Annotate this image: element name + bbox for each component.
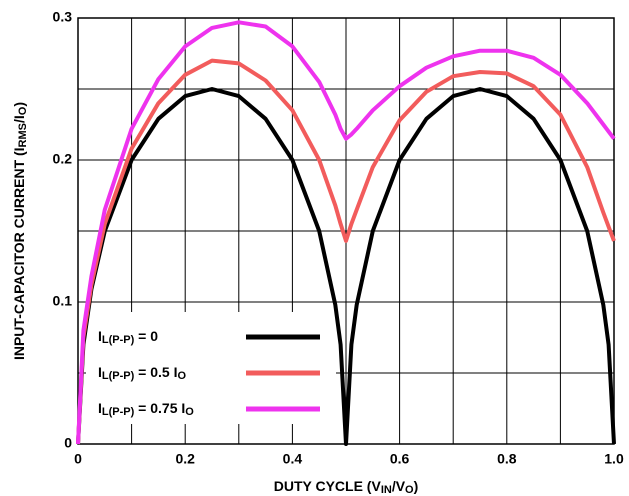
subscript: RMS [17,123,29,147]
legend-label: IL(P-P) = 0 [98,328,158,347]
x-tick-label: 0 [74,451,82,467]
text-part: = 0.75 I [134,400,185,416]
text-part: = 0 [134,328,158,344]
text-part: ) [414,478,419,494]
text-part: I [98,328,102,344]
y-axis-label: INPUT-CAPACITOR CURRENT (IRMS/IO) [11,102,30,360]
legend-box [86,312,336,424]
series-line [76,87,616,446]
y-tick-label: 0.3 [53,9,73,25]
text-part: = 0.5 I [134,364,177,380]
subscript: O [17,106,29,115]
text-part: ) [11,102,27,107]
text-part: I [98,400,102,416]
x-tick-label: 0.8 [497,451,517,467]
subscript: O [405,484,414,496]
x-axis-label: DUTY CYCLE (VIN/VO) [274,478,419,496]
y-tick-label: 0.1 [53,293,73,309]
legend-label: IL(P-P) = 0.5 IO [98,364,186,383]
x-tick-label: 0.6 [390,451,410,467]
text-part: DUTY CYCLE (V [274,478,382,494]
text-part: /I [11,115,27,123]
subscript: L(P-P) [102,334,135,346]
x-tick-label: 1.0 [604,451,624,467]
text-part: /V [392,478,406,494]
legend-label: IL(P-P) = 0.75 IO [98,400,194,419]
y-tick-label: 0.2 [53,151,73,167]
y-tick-label: 0 [64,435,72,451]
subscript: L(P-P) [102,406,135,418]
subscript: IN [381,484,392,496]
subscript: L(P-P) [102,370,135,382]
series-line [76,20,616,445]
text-part: I [98,364,102,380]
subscript: O [185,406,194,418]
text-part: INPUT-CAPACITOR CURRENT (I [11,147,27,360]
series-line [76,58,616,445]
x-tick-label: 0.4 [283,451,303,467]
x-tick-label: 0.2 [175,451,195,467]
subscript: O [177,370,186,382]
